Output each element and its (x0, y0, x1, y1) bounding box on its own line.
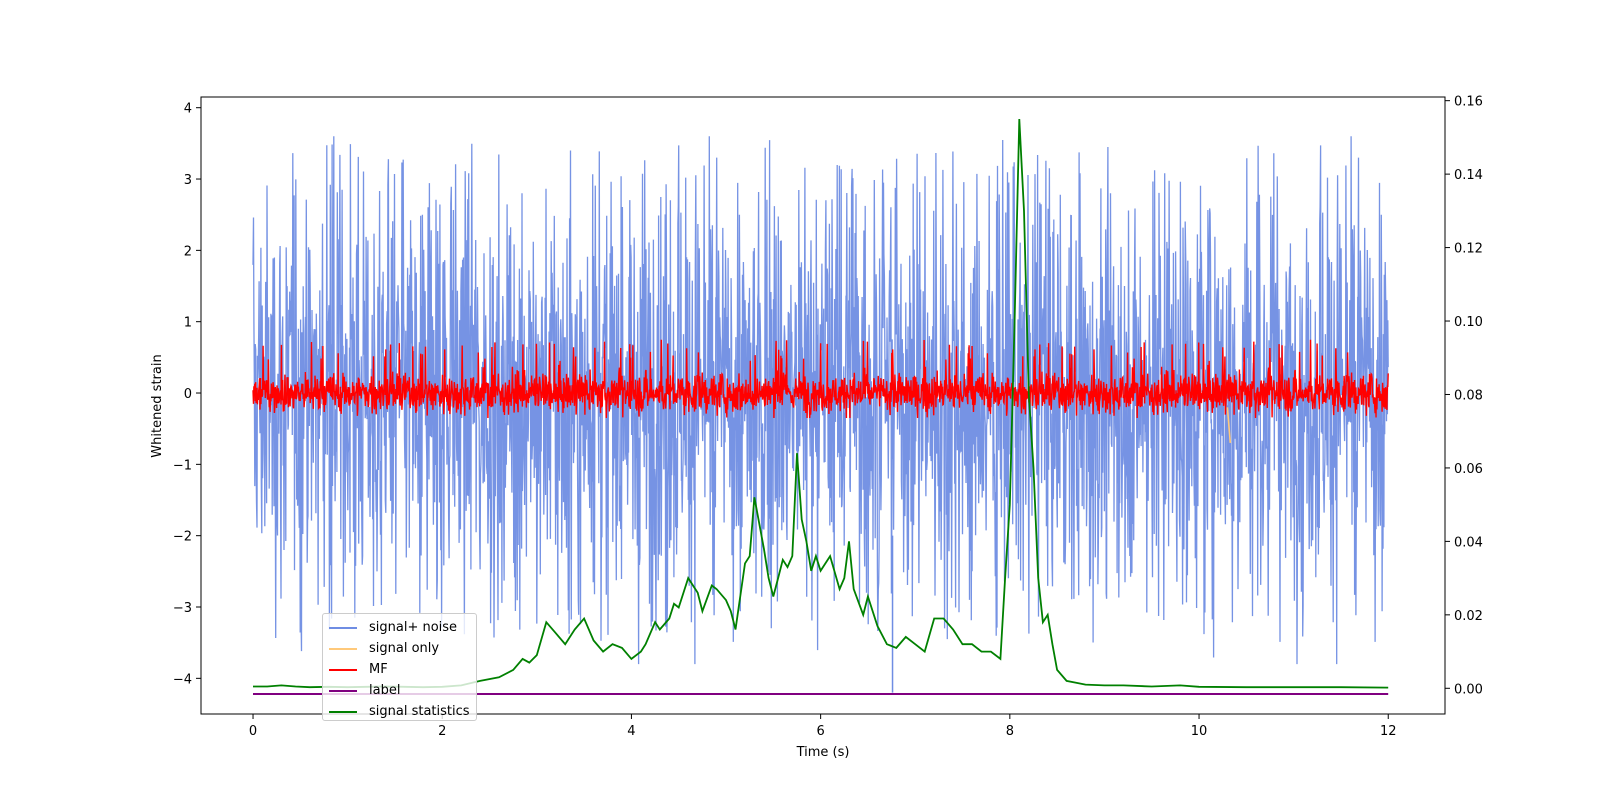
y2-tick-label: 0.00 (1454, 682, 1483, 697)
y2-tick-label: 0.10 (1454, 315, 1483, 330)
legend-item-label: label (329, 680, 470, 701)
x-tick-label: 2 (438, 724, 446, 739)
y2-tick-label: 0.14 (1454, 168, 1483, 183)
legend-item-signal-noise: signal+ noise (329, 617, 470, 638)
y2-tick-label: 0.06 (1454, 462, 1483, 477)
y-tick-label: −1 (173, 458, 192, 473)
y2-tick-label: 0.08 (1454, 388, 1483, 403)
legend: signal+ noise signal only MF label signa… (322, 613, 477, 721)
legend-swatch-label (329, 689, 357, 692)
y-tick-label: 2 (184, 244, 192, 259)
x-tick-label: 8 (1006, 724, 1014, 739)
legend-label-signal-statistics: signal statistics (369, 704, 470, 719)
y-axis-label: Whitened strain (150, 354, 165, 457)
y2-tick-label: 0.16 (1454, 95, 1483, 110)
x-tick-label: 6 (816, 724, 824, 739)
x-tick-label: 10 (1191, 724, 1208, 739)
legend-swatch-signal-statistics (329, 710, 357, 713)
legend-label-signal-only: signal only (369, 641, 440, 656)
y2-tick-label: 0.02 (1454, 609, 1483, 624)
legend-label-mf: MF (369, 662, 388, 677)
legend-swatch-mf (329, 668, 357, 671)
x-tick-label: 12 (1380, 724, 1397, 739)
y-tick-label: 0 (184, 387, 192, 402)
series-mf (252, 339, 1389, 419)
y-tick-label: 1 (184, 316, 192, 331)
series-signal-statistics (253, 118, 1389, 689)
series-signal-only (1226, 407, 1232, 443)
legend-label-label: label (369, 683, 401, 698)
legend-label-signal-noise: signal+ noise (369, 620, 458, 635)
plot-frame (200, 96, 1446, 715)
legend-swatch-signal-only (329, 647, 357, 650)
x-tick-label: 0 (249, 724, 257, 739)
y-tick-label: −2 (173, 530, 192, 545)
axes-group: 0 2 4 6 8 10 12−4−3−2−1012340.000.020.040.060.… (173, 95, 1483, 739)
legend-item-signal-statistics: signal statistics (329, 701, 470, 722)
x-axis-label: Time (s) (796, 745, 850, 760)
y-tick-label: 3 (184, 173, 192, 188)
x-tick-label: 4 (627, 724, 635, 739)
y2-tick-label: 0.12 (1454, 242, 1483, 257)
legend-item-signal-only: signal only (329, 638, 470, 659)
legend-swatch-signal-noise (329, 626, 357, 629)
y-tick-label: −4 (173, 672, 192, 687)
plot-area (252, 118, 1389, 695)
y-tick-label: −3 (173, 601, 192, 616)
legend-item-mf: MF (329, 659, 470, 680)
y2-tick-label: 0.04 (1454, 535, 1483, 550)
y-tick-label: 4 (184, 102, 192, 117)
